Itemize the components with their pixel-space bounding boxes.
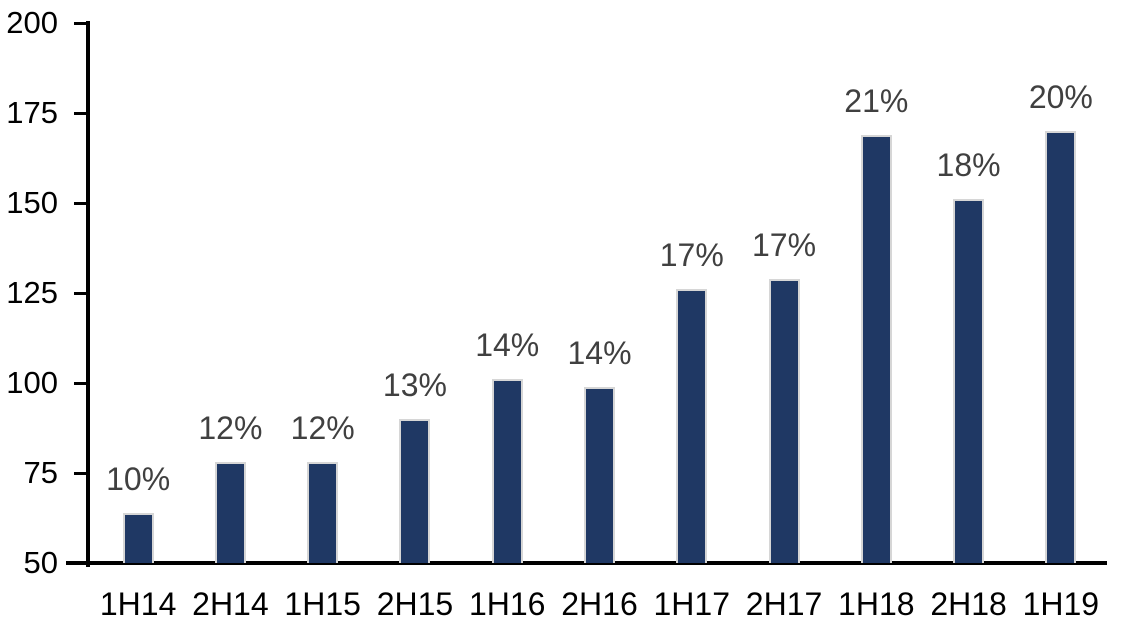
x-tick-label: 1H16 [468, 586, 546, 622]
bar-data-label: 12% [198, 410, 263, 447]
y-tick-label: 75 [23, 455, 58, 490]
bar [122, 512, 154, 563]
x-tick-label: 1H19 [1022, 586, 1100, 622]
bar-data-label: 10% [106, 460, 171, 497]
bar-data-label: 14% [567, 334, 632, 371]
bar-data-label: 13% [382, 367, 447, 403]
bar-data-label: 20% [1028, 79, 1093, 115]
y-tick-label: 100 [6, 365, 58, 400]
bar [768, 278, 800, 563]
x-tick-label: 1H18 [838, 586, 915, 622]
bar [953, 199, 985, 563]
y-axis-tick [74, 21, 86, 25]
bar [491, 379, 523, 563]
y-axis-line [86, 21, 90, 567]
y-tick-label: 175 [6, 95, 58, 130]
bar [584, 386, 615, 563]
bar [860, 134, 892, 563]
bar [214, 462, 246, 563]
x-axis-line [66, 561, 1107, 565]
y-axis-tick [74, 111, 86, 115]
x-tick-label: 2H14 [192, 586, 269, 622]
bar [307, 462, 339, 563]
bar [1045, 131, 1077, 563]
y-tick-label: 50 [23, 545, 58, 580]
y-tick-label: 150 [6, 185, 58, 220]
x-tick-label: 2H16 [561, 586, 638, 622]
bar-data-label: 18% [936, 147, 1001, 184]
x-tick-label: 2H15 [376, 586, 454, 622]
bar [676, 289, 708, 563]
y-axis-tick [74, 381, 86, 385]
y-axis-tick [74, 201, 86, 205]
x-tick-label: 1H17 [653, 586, 731, 622]
bar-data-label: 21% [844, 82, 909, 119]
y-axis-tick [74, 561, 86, 565]
x-tick-label: 2H17 [745, 586, 823, 622]
y-axis-tick [74, 471, 86, 475]
bar-data-label: 12% [290, 410, 355, 447]
y-tick-label: 200 [6, 5, 58, 40]
bar-data-label: 17% [659, 237, 724, 274]
y-tick-label: 125 [6, 275, 58, 310]
bar-data-label: 17% [752, 226, 817, 263]
y-axis-tick [74, 291, 86, 295]
x-tick-label: 2H18 [930, 586, 1007, 622]
bar [399, 419, 431, 563]
x-tick-label: 1H15 [284, 586, 361, 622]
bar-data-label: 14% [475, 327, 540, 364]
x-tick-label: 1H14 [99, 586, 177, 622]
